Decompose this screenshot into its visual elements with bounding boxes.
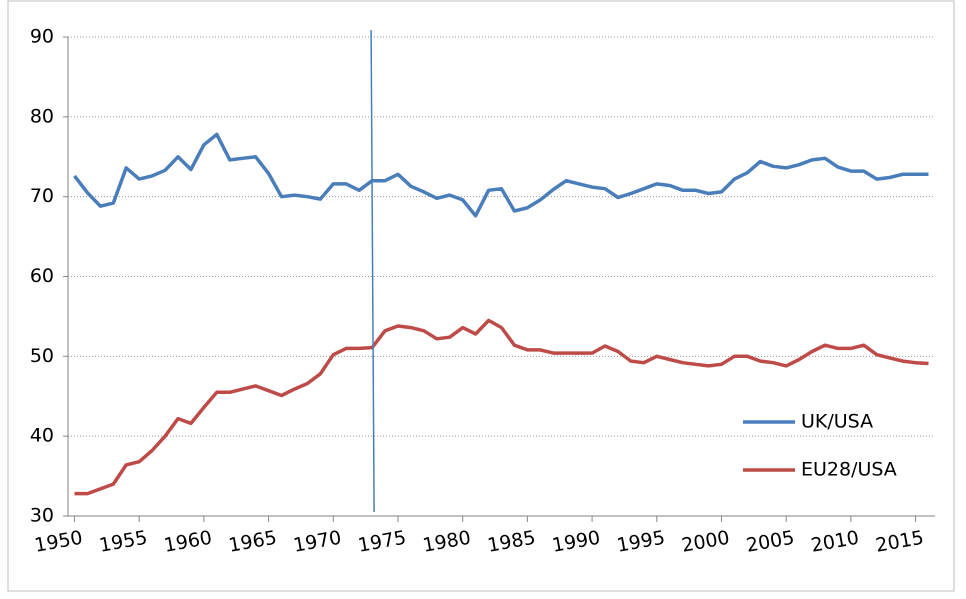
legend-label: EU28/USA <box>801 459 897 481</box>
reference-line <box>370 29 375 513</box>
series-line <box>74 318 929 496</box>
y-tick-label: 30 <box>30 505 54 527</box>
y-tick-label: 40 <box>30 425 54 447</box>
y-tick-label: 90 <box>30 26 54 48</box>
y-tick-label: 70 <box>30 185 54 207</box>
y-tick-label: 60 <box>30 265 54 287</box>
y-tick-label: 80 <box>30 105 54 127</box>
series-line <box>73 132 929 218</box>
legend-label: UK/USA <box>801 411 873 433</box>
chart-frame <box>7 0 955 592</box>
y-tick-label: 50 <box>30 345 54 367</box>
